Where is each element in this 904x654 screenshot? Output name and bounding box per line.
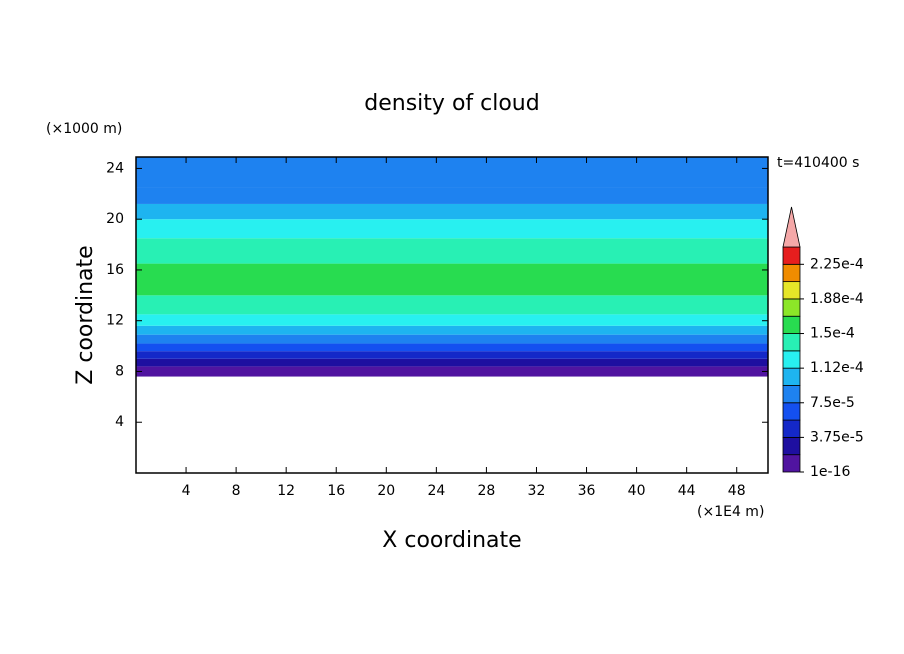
colorbar-tick-label: 3.75e-5 [810,429,864,445]
contour-band [136,366,768,377]
contour-band [136,351,768,359]
x-tick-label: 40 [628,483,646,499]
x-axis-label: X coordinate [382,528,521,553]
colorbar-tick-label: 2.25e-4 [810,256,864,272]
y-tick-label: 4 [115,414,124,430]
colorbar-box [782,436,801,456]
x-tick-label: 48 [728,483,746,499]
y-tick-label: 12 [106,313,124,329]
colorbar-box [782,263,801,283]
colorbar-tick-label: 1.12e-4 [810,360,864,376]
y-tick-label: 20 [106,211,124,227]
colorbar-box [782,281,801,300]
contour-band [136,187,768,204]
contour-band [136,325,768,335]
x-tick-label: 16 [327,483,345,499]
colorbar-box [782,402,801,421]
contour-band [136,314,768,326]
contour-band [136,358,768,367]
colorbar-box [782,298,801,317]
chart-title: density of cloud [364,91,539,116]
y-axis-label: Z coordinate [73,245,98,384]
colorbar-box [782,333,801,352]
x-tick-label: 28 [478,483,496,499]
y-unit-label: (×1000 m) [46,121,122,137]
x-tick-label: 24 [427,483,445,499]
contour-band [136,295,768,315]
colorbar-box [782,246,801,265]
x-tick-label: 44 [678,483,696,499]
contour-band [136,238,768,264]
contour-band [136,343,768,352]
colorbar-box [782,454,801,473]
colorbar-tick-label: 7.5e-5 [810,395,855,411]
colorbar-tick-label: 1.5e-4 [810,326,855,342]
time-label: t=410400 s [777,155,859,171]
contour-band [136,334,768,344]
colorbar-tick-label: 1e-16 [810,464,850,480]
colorbar-box [782,419,801,438]
x-tick-label: 4 [182,483,191,499]
x-tick-label: 12 [277,483,295,499]
y-tick-label: 24 [106,160,124,176]
colorbar-extend [782,206,801,248]
colorbar-tick-label: 1.88e-4 [810,291,864,307]
contour-band [136,263,768,296]
contour-band [136,203,768,220]
x-tick-label: 32 [528,483,546,499]
y-tick-label: 8 [115,363,124,379]
x-tick-label: 8 [232,483,241,499]
y-tick-label: 16 [106,262,124,278]
colorbar-box [782,350,801,369]
plot-frame [135,156,769,474]
contour-band [136,219,768,239]
colorbar-box [782,385,801,404]
x-tick-label: 36 [578,483,596,499]
colorbar-box [782,315,801,334]
colorbar-box [782,367,801,386]
contour-band [136,157,768,188]
x-tick-label: 20 [377,483,395,499]
x-unit-label: (×1E4 m) [697,504,764,520]
